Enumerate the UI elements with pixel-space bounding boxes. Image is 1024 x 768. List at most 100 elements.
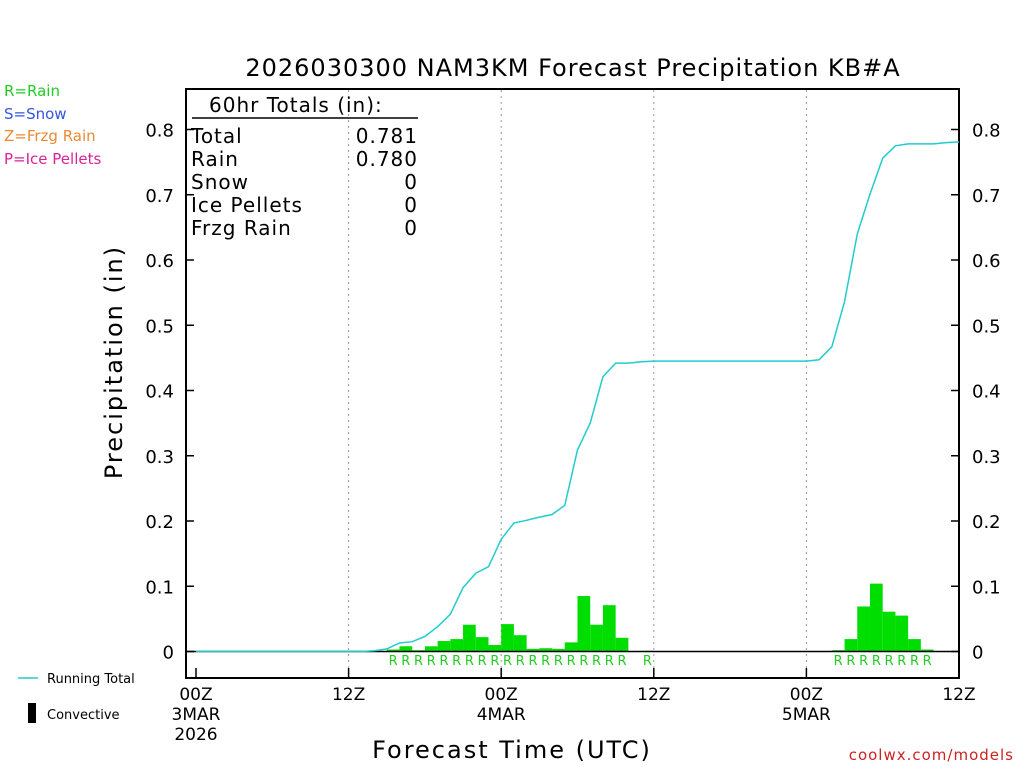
precip-bar — [526, 648, 540, 652]
precip-bar — [564, 642, 578, 652]
precip-type-label: R — [859, 654, 868, 669]
precip-bar — [615, 637, 629, 652]
totals-label-snow: Snow — [191, 170, 249, 194]
precip-bar — [602, 605, 616, 652]
precip-type-label: R — [897, 654, 906, 669]
precip-type-label: R — [401, 654, 410, 669]
hourly-precip-bars — [386, 583, 934, 652]
precip-type-label: R — [567, 654, 576, 669]
precip-type-label: R — [389, 654, 398, 669]
precip-bar — [437, 641, 451, 652]
precip-type-label: R — [490, 654, 499, 669]
totals-value-rain: 0.780 — [356, 147, 418, 171]
y-tick-label-left: 0.2 — [145, 512, 174, 533]
precip-bar — [895, 615, 909, 652]
y-axis-label: Precipitation (in) — [100, 245, 128, 479]
precip-bar — [882, 611, 896, 652]
x-tick-label: 00Z — [790, 685, 823, 705]
precip-type-label: R — [554, 654, 563, 669]
x-tick-label: 00Z — [485, 685, 518, 705]
y-tick-label-right: 0.2 — [972, 512, 1001, 533]
x-tick-date: 5MAR — [782, 705, 831, 725]
precip-type-label: R — [414, 654, 423, 669]
legend-rain: R=Rain — [4, 82, 60, 100]
legend-running-total: Running Total — [47, 672, 135, 687]
x-tick-label: 00Z — [179, 685, 212, 705]
x-tick-label: 12Z — [942, 685, 975, 705]
y-tick-label-left: 0.4 — [145, 382, 174, 403]
chart-title: 2026030300 NAM3KM Forecast Precipitation… — [245, 54, 900, 82]
precip-bar — [513, 635, 527, 652]
x-tick-label: 12Z — [332, 685, 365, 705]
precip-type-label: R — [579, 654, 588, 669]
precip-type-label: R — [910, 654, 919, 669]
y-tick-label-right: 0.8 — [972, 121, 1001, 142]
precip-bar — [844, 639, 858, 652]
precip-bar — [857, 606, 870, 652]
precip-bar — [920, 649, 934, 652]
x-axis-label: Forecast Time (UTC) — [372, 736, 652, 764]
totals-box: 60hr Totals (in): Total 0.781 Rain 0.780… — [190, 93, 418, 240]
precip-type-label: R — [503, 654, 512, 669]
precip-bar — [908, 639, 921, 652]
y-tick-label-left: 0.3 — [145, 447, 174, 468]
precip-type-label: R — [885, 654, 894, 669]
legend-convective: Convective — [47, 708, 120, 723]
totals-value-total: 0.781 — [356, 124, 418, 148]
totals-label-rain: Rain — [191, 147, 239, 171]
precip-type-label: R — [427, 654, 436, 669]
precip-type-label: R — [923, 654, 932, 669]
precip-type-label: R — [439, 654, 448, 669]
precip-bar — [463, 624, 476, 652]
precip-type-label: R — [834, 654, 843, 669]
running-total-polyline — [196, 141, 960, 653]
precip-type-label: R — [516, 654, 525, 669]
y-tick-label-left: 0.1 — [145, 577, 174, 598]
precip-type-label: R — [592, 654, 601, 669]
y-tick-label-left: 0.5 — [145, 316, 174, 337]
legend-frzg-rain: Z=Frzg Rain — [4, 127, 96, 145]
grid-lines — [348, 90, 807, 677]
precip-bar — [501, 624, 514, 652]
y-tick-label-right: 0.5 — [972, 316, 1001, 337]
precip-type-label: R — [478, 654, 487, 669]
totals-value-ice-pellets: 0 — [404, 193, 418, 217]
precip-bar — [450, 639, 464, 652]
y-tick-label-right: 0.1 — [972, 577, 1001, 598]
precip-type-label: R — [617, 654, 626, 669]
x-tick-label: 12Z — [637, 685, 670, 705]
precip-type-label: R — [846, 654, 855, 669]
precip-bar — [475, 637, 489, 652]
precip-type-label: R — [465, 654, 474, 669]
totals-heading: 60hr Totals (in): — [209, 93, 383, 117]
precip-bar — [577, 596, 591, 652]
precip-bar — [488, 644, 502, 652]
precip-type-label: R — [605, 654, 614, 669]
precip-bar — [386, 649, 400, 652]
totals-label-total: Total — [190, 124, 243, 148]
precip-type-label: R — [541, 654, 550, 669]
precip-bar — [590, 624, 603, 652]
y-tick-label-left: 0.6 — [145, 251, 174, 272]
precip-bar — [869, 583, 883, 652]
running-total-line — [196, 141, 960, 653]
y-tick-label-left: 0.8 — [145, 121, 174, 142]
precip-bar — [424, 646, 438, 652]
totals-label-ice-pellets: Ice Pellets — [191, 193, 303, 217]
precip-bar — [539, 648, 553, 652]
y-axis-ticks: 0 00.1 0.10.2 0.20.3 0.30.4 0.40.5 0.50.6 0.60.… — [145, 121, 1000, 664]
precip-type-label: R — [452, 654, 461, 669]
y-tick-label-right: 0.7 — [972, 186, 1001, 207]
y-tick-label-right: 0.4 — [972, 382, 1001, 403]
plot-frame — [185, 88, 960, 679]
totals-value-snow: 0 — [404, 170, 418, 194]
precip-type-label: R — [528, 654, 537, 669]
x-tick-date: 4MAR — [477, 705, 526, 725]
credit-link[interactable]: coolwx.com/models — [849, 746, 1014, 764]
totals-value-frzg-rain: 0 — [404, 216, 418, 240]
y-tick-label-left: 0.7 — [145, 186, 174, 207]
precip-type-label: R — [643, 654, 652, 669]
